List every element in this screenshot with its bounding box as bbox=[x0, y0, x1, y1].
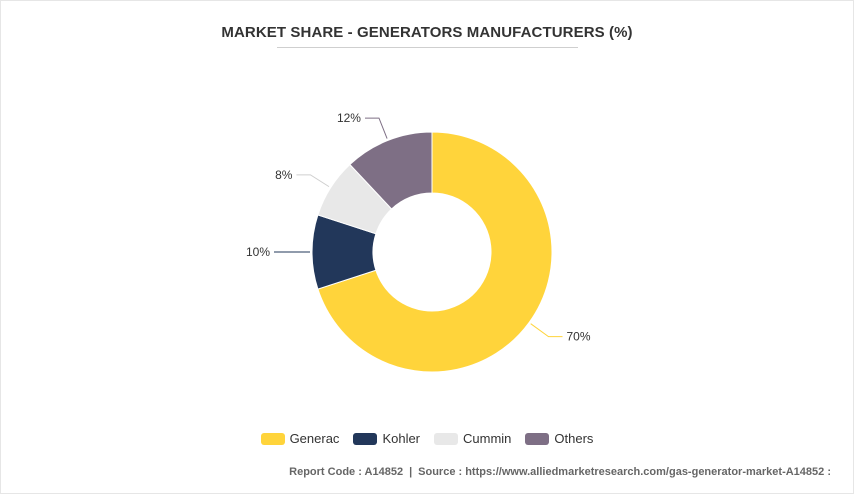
legend-swatch-generac bbox=[260, 432, 285, 445]
legend-label-kohler: Kohler bbox=[382, 431, 421, 446]
donut-chart: 70% 10% 8% 12% bbox=[246, 111, 591, 373]
legend-item-cummin[interactable]: Cummin bbox=[434, 431, 511, 446]
footer-separator: | bbox=[409, 466, 413, 478]
leader-line-cummin bbox=[296, 174, 330, 188]
legend-label-others: Others bbox=[554, 431, 594, 446]
data-label-others: 12% bbox=[337, 111, 361, 125]
slice-generac[interactable] bbox=[317, 131, 553, 373]
leader-line-generac bbox=[530, 323, 563, 338]
chart-title: MARKET SHARE - GENERATORS MANUFACTURERS … bbox=[221, 24, 633, 41]
legend-swatch-cummin bbox=[434, 432, 459, 445]
leader-line-others bbox=[364, 117, 388, 139]
legend-item-others[interactable]: Others bbox=[525, 431, 593, 446]
chart-legend: Generac Kohler Cummin Others bbox=[1, 431, 853, 446]
slice-others[interactable] bbox=[349, 131, 433, 210]
data-label-generac: 70% bbox=[566, 330, 590, 344]
title-underline bbox=[277, 47, 578, 48]
legend-label-cummin: Cummin bbox=[463, 431, 512, 446]
legend-item-kohler[interactable]: Kohler bbox=[353, 431, 420, 446]
source-footer: Report Code : A14852 | Source : https://ww… bbox=[289, 466, 831, 478]
legend-swatch-others bbox=[525, 432, 550, 445]
data-label-cummin: 8% bbox=[275, 168, 293, 182]
legend-item-generac[interactable]: Generac bbox=[260, 431, 340, 446]
legend-label-generac: Generac bbox=[289, 431, 340, 446]
data-label-kohler: 10% bbox=[246, 245, 270, 259]
legend-swatch-kohler bbox=[353, 432, 378, 445]
report-code: Report Code : A14852 bbox=[289, 466, 404, 478]
source-text: Source : https://www.alliedmarketresearc… bbox=[418, 466, 831, 478]
